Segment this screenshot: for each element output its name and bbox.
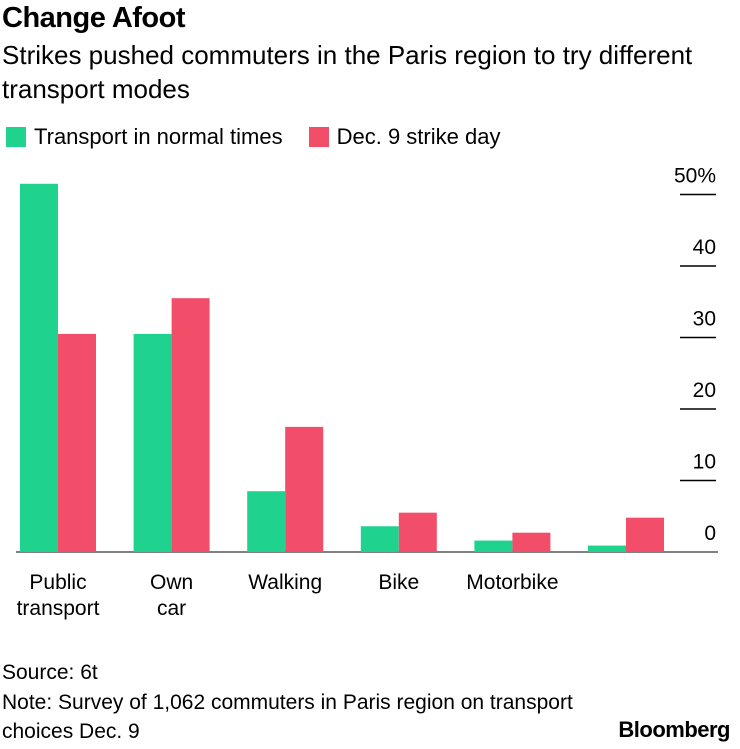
bar-normal <box>474 540 513 552</box>
bar-chart: 0 10 20 30 40 50% Public transport Own car Walking… <box>16 165 718 620</box>
bar-normal <box>588 545 626 552</box>
chart-subtitle: Strikes pushed commuters in the Paris re… <box>2 40 693 104</box>
bar-normal <box>360 526 399 552</box>
chart-title: Change Afoot <box>2 2 186 34</box>
y-tick-label: 20 <box>693 379 716 402</box>
bar-strike <box>285 426 324 552</box>
legend: Transport in normal times Dec. 9 strike … <box>6 124 526 150</box>
bar-normal <box>247 491 286 552</box>
bar-strike <box>171 298 210 552</box>
y-tick-label: 50% <box>674 165 716 188</box>
legend-label-normal: Transport in normal times <box>34 124 283 149</box>
x-tick-label: Motorbike <box>466 571 558 594</box>
legend-item-strike: Dec. 9 strike day <box>308 124 501 150</box>
x-tick-label: Bike <box>378 571 419 594</box>
y-tick-label: 30 <box>693 308 716 331</box>
bar-normal <box>20 183 58 552</box>
y-tick-label: 0 <box>704 522 716 545</box>
y-tick-label: 10 <box>693 451 716 474</box>
bar-strike <box>398 512 437 552</box>
legend-label-strike: Dec. 9 strike day <box>336 124 501 149</box>
y-tick-label: 40 <box>693 236 716 259</box>
source-text: Source: 6t <box>2 661 98 684</box>
bar-strike <box>626 517 664 552</box>
bar-strike <box>58 333 96 552</box>
x-tick-label: Walking <box>248 571 322 594</box>
x-tick-label: Public transport <box>17 571 100 620</box>
bar-strike <box>512 532 551 552</box>
legend-swatch-normal <box>6 127 26 147</box>
legend-item-normal: Transport in normal times <box>6 124 283 150</box>
note-text: Note: Survey of 1,062 commuters in Paris… <box>2 691 573 743</box>
bloomberg-logo: Bloomberg <box>618 717 730 742</box>
bar-normal <box>133 333 172 552</box>
x-tick-label: Own car <box>150 571 193 620</box>
legend-swatch-strike <box>308 127 329 147</box>
